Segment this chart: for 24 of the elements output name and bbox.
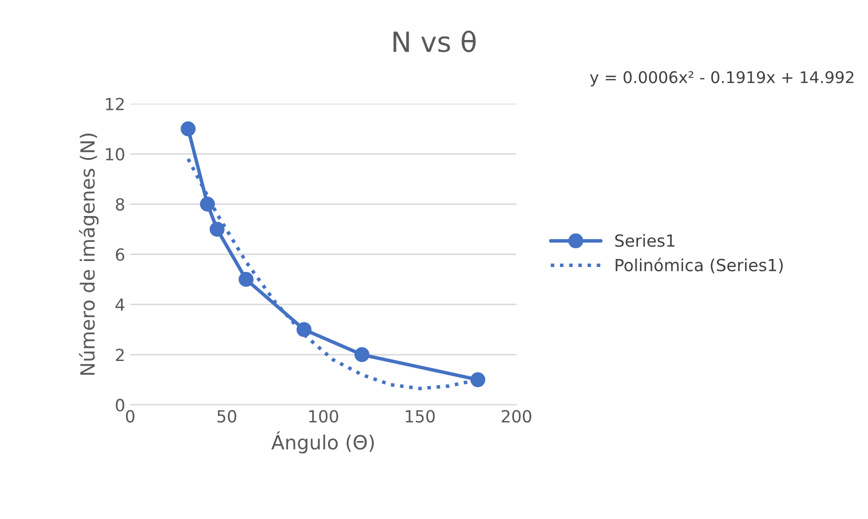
point [470,372,486,388]
x-tick-label: 150 [406,410,435,423]
x-tick-label: 100 [309,410,338,423]
y-axis-title: Número de imágenes (N) [78,134,99,375]
y-tick-label: 8 [116,198,124,211]
chart-title: N vs θ [394,30,476,52]
x-tick-label: 50 [217,410,236,423]
point [180,121,196,136]
y-tick-label: 10 [106,148,124,161]
x-tick-label: 200 [502,410,532,423]
point [210,222,225,237]
y-tick-label: 0 [116,398,124,412]
x-tick-label: 0 [126,410,134,423]
text: y = 0.0006x² - 0.1919x + 14.992 [590,71,854,86]
y-tick-label: 12 [106,98,124,110]
point [354,347,370,362]
x-axis-title: Ángulo (Θ) [271,431,374,454]
y-tick-label: 4 [116,298,124,311]
y-tick-label: 6 [116,248,124,261]
legend-label: Polinómica (Series1) [616,258,783,274]
point [200,196,215,212]
y-tick-label: 2 [116,348,124,361]
point [238,272,254,287]
legend-label: Series1 [615,234,674,247]
